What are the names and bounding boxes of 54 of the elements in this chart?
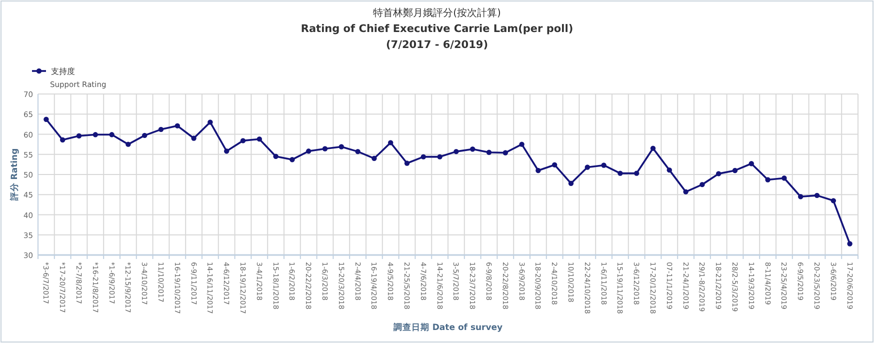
point: [109, 132, 114, 138]
point: [618, 170, 623, 176]
point: [782, 176, 787, 181]
point: [486, 150, 492, 155]
point: [174, 123, 180, 128]
point: [306, 148, 312, 154]
chart-subtitle: (7/2017 - 6/2019): [386, 39, 488, 51]
point: [224, 148, 230, 154]
point: [748, 161, 754, 166]
point: [420, 154, 426, 160]
point: [798, 194, 804, 200]
point: [338, 144, 344, 150]
point: [76, 133, 82, 138]
point: [536, 168, 541, 174]
point: [240, 138, 246, 144]
point: [256, 136, 262, 142]
point: [191, 136, 196, 141]
point: [765, 177, 770, 182]
point: [847, 241, 852, 246]
point: [830, 198, 836, 204]
point: [634, 170, 640, 176]
point: [355, 148, 360, 154]
point: [142, 132, 148, 138]
point: [290, 157, 295, 162]
point: [44, 116, 49, 122]
point: [158, 126, 164, 132]
point: [568, 180, 574, 186]
point: [584, 164, 590, 170]
point: [650, 146, 656, 151]
point: [552, 162, 558, 168]
point: [732, 168, 738, 174]
point: [322, 146, 328, 152]
point: [404, 160, 410, 166]
point: [666, 167, 672, 173]
point: [92, 132, 98, 138]
point: [372, 156, 377, 161]
point: [126, 142, 131, 147]
point: [700, 182, 705, 188]
point: [470, 146, 476, 152]
point: [683, 189, 688, 194]
y-axis-title: 評分 Rating: [9, 148, 20, 202]
point: [502, 150, 508, 156]
point: [273, 154, 278, 159]
point: [208, 120, 213, 125]
chart-title: 特首林鄭月娥評分(按次計算) Rating of Chief Executive Carrie Lam(per poll): [300, 7, 574, 35]
point: [716, 171, 722, 176]
x-axis-title: 調查日期 Date of survey: [393, 322, 504, 333]
point: [437, 154, 442, 160]
point: [519, 142, 524, 147]
point: [601, 162, 606, 168]
point: [388, 140, 394, 146]
point: [60, 137, 66, 142]
point: [454, 148, 459, 154]
point: [814, 192, 820, 198]
